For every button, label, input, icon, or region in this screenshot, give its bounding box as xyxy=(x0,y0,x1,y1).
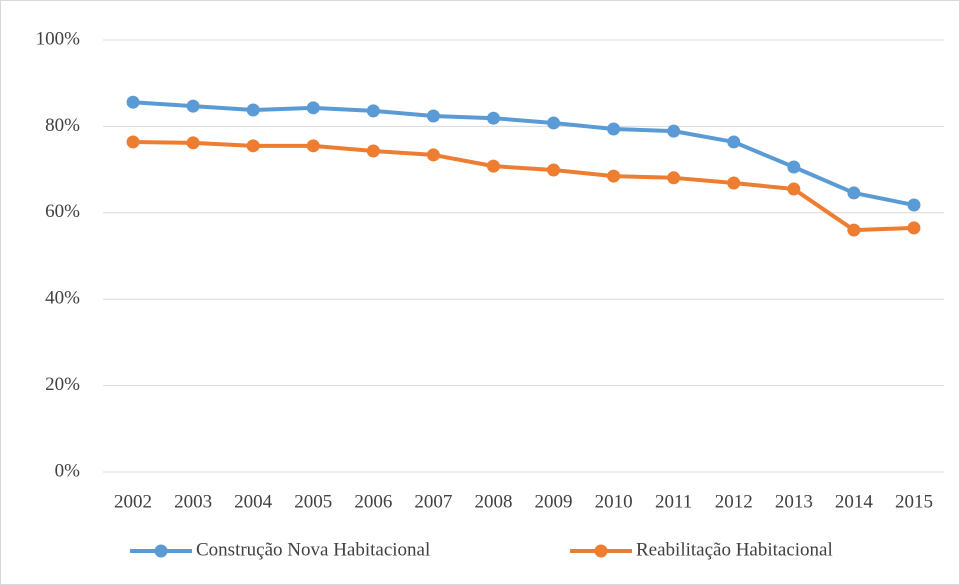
data-point xyxy=(727,135,741,149)
x-tick-label: 2004 xyxy=(234,491,273,512)
data-point xyxy=(306,139,320,153)
x-tick-label: 2015 xyxy=(895,491,933,512)
data-point xyxy=(787,182,801,196)
data-point xyxy=(186,136,200,150)
data-point xyxy=(907,198,921,212)
data-point xyxy=(607,169,621,183)
y-tick-label: 0% xyxy=(55,460,81,481)
x-tick-label: 2003 xyxy=(174,491,212,512)
y-tick-label: 100% xyxy=(36,28,81,49)
data-point xyxy=(306,101,320,115)
data-point xyxy=(126,135,140,149)
data-point xyxy=(547,116,561,130)
data-point xyxy=(246,139,260,153)
data-point xyxy=(907,221,921,235)
x-tick-label: 2009 xyxy=(535,491,573,512)
x-tick-label: 2006 xyxy=(354,491,392,512)
data-point xyxy=(186,99,200,113)
legend-marker xyxy=(594,544,608,558)
data-point xyxy=(366,104,380,118)
data-point xyxy=(727,176,741,190)
x-tick-label: 2007 xyxy=(414,491,452,512)
data-point xyxy=(366,144,380,158)
x-tick-label: 2011 xyxy=(655,491,692,512)
x-tick-label: 2012 xyxy=(715,491,753,512)
x-tick-label: 2005 xyxy=(294,491,332,512)
y-tick-label: 80% xyxy=(45,115,80,136)
x-tick-label: 2002 xyxy=(114,491,152,512)
y-tick-label: 40% xyxy=(45,288,80,309)
x-tick-label: 2008 xyxy=(474,491,512,512)
data-point xyxy=(426,109,440,123)
y-tick-label: 20% xyxy=(45,374,80,395)
x-tick-label: 2010 xyxy=(595,491,633,512)
data-point xyxy=(246,103,260,117)
legend-label: Reabilitação Habitacional xyxy=(636,539,833,560)
data-point xyxy=(547,163,561,177)
series-line xyxy=(132,100,915,207)
data-point xyxy=(667,171,681,185)
data-point xyxy=(126,95,140,109)
x-tick-label: 2014 xyxy=(835,491,874,512)
x-tick-label: 2013 xyxy=(775,491,813,512)
y-tick-label: 60% xyxy=(45,201,80,222)
data-point xyxy=(486,111,500,125)
legend-label: Construção Nova Habitacional xyxy=(196,539,430,560)
data-point xyxy=(787,160,801,174)
data-point xyxy=(426,148,440,162)
data-point xyxy=(847,223,861,237)
data-point xyxy=(847,186,861,200)
data-point xyxy=(607,122,621,136)
series-line xyxy=(133,139,915,233)
data-point xyxy=(667,124,681,138)
data-point xyxy=(486,159,500,173)
legend-marker xyxy=(154,544,168,558)
